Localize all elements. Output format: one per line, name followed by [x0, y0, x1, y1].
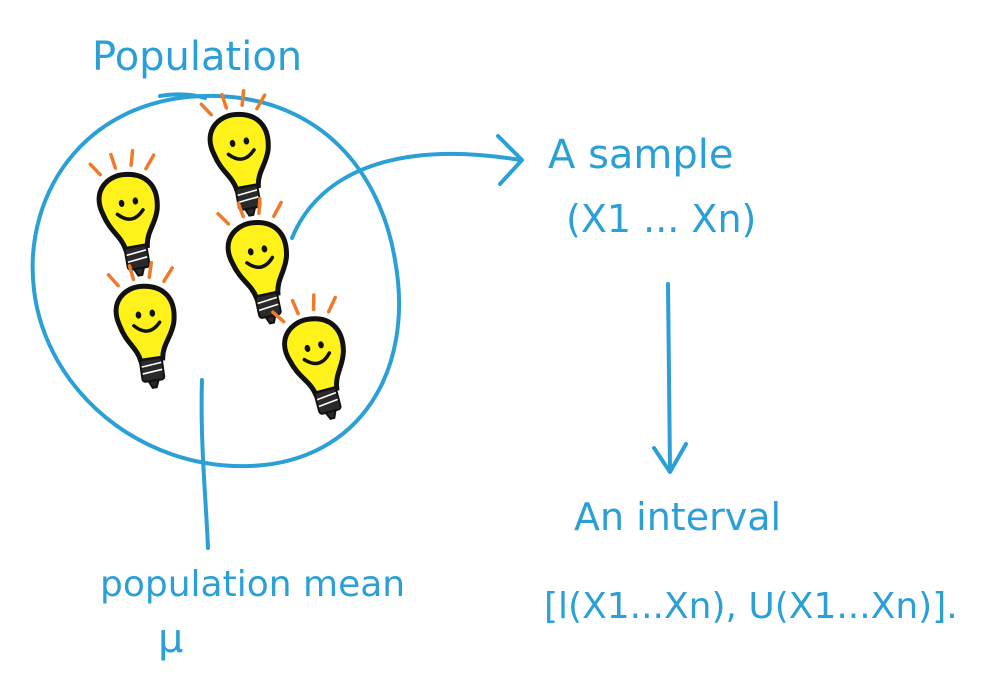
sample-label: A sample [548, 132, 734, 178]
estimation-arrow [666, 282, 672, 472]
estimation-arrowhead [652, 442, 688, 474]
sample-variables: (X1 ... Xn) [566, 197, 756, 241]
lightbulb-icon [108, 260, 189, 392]
mu-symbol: μ [158, 616, 183, 662]
interval-label: An interval [574, 495, 781, 539]
lightbulb-icon [217, 195, 305, 330]
lightbulb-icon [89, 147, 174, 280]
population-mean-label: population mean [100, 564, 405, 605]
sampling-arrowhead [496, 134, 524, 186]
sampling-arrow [290, 152, 522, 240]
population-mean-pointer [199, 378, 210, 550]
population-label: Population [92, 34, 302, 80]
interval-expression: [l(X1...Xn), U(X1...Xn)]. [544, 586, 958, 627]
population-circle [30, 93, 401, 469]
lightbulb-icon [271, 290, 365, 426]
